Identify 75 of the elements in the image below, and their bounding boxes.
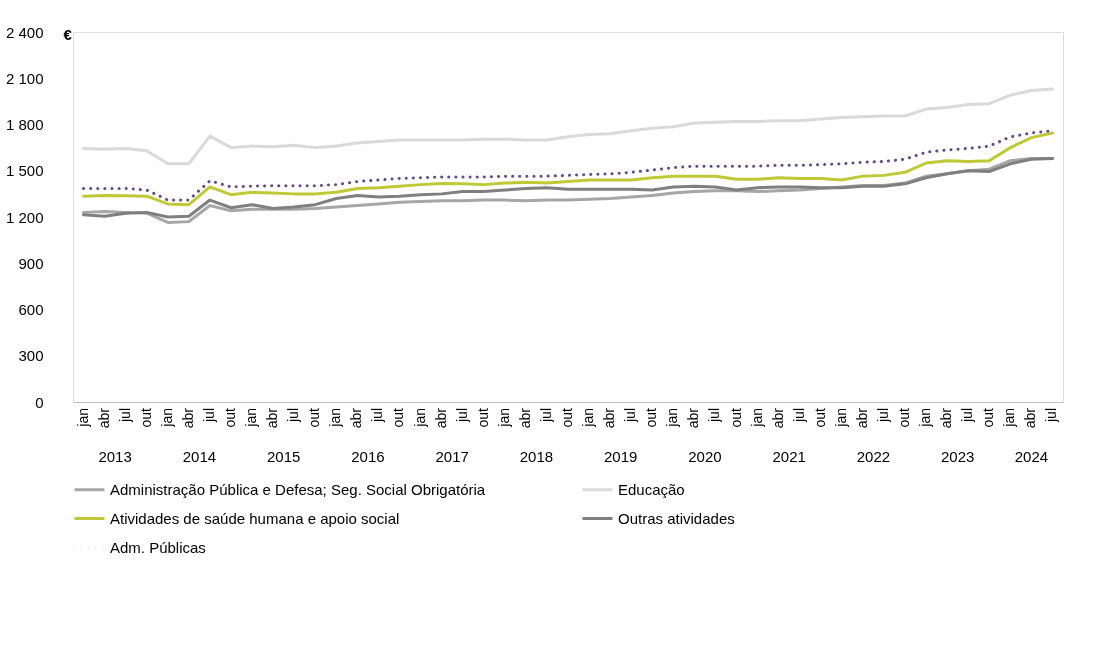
x-tick-label: out <box>980 407 997 428</box>
x-tick-label: out <box>137 407 154 428</box>
x-tick-label: jan <box>664 408 681 428</box>
x-tick-label: jan <box>158 408 175 428</box>
x-tick-label: out <box>559 407 575 428</box>
text: 2014 <box>182 448 217 465</box>
x-tick-label: abr <box>601 407 618 429</box>
y-tick-label: 1 200 <box>5 208 44 226</box>
x-tick-label: jul <box>790 408 807 424</box>
x-tick-label: abr <box>264 407 281 429</box>
x-tick-label: abr <box>432 407 449 429</box>
x-tick-label: out <box>221 407 238 428</box>
x-tick-label: jan <box>748 408 765 428</box>
x-tick-label: jan <box>243 408 260 428</box>
y-tick-label: 1 500 <box>5 162 44 180</box>
x-tick-label: jan <box>411 408 428 428</box>
x-tick-label: jan <box>832 408 849 428</box>
y-axis-title: € <box>63 25 73 43</box>
x-tick-label: out <box>727 407 744 428</box>
x-tick-label: jan <box>917 408 934 428</box>
text: 2023 <box>940 448 975 465</box>
x-tick-label: jan <box>495 408 512 428</box>
x-tick-label: jan <box>327 408 344 428</box>
y-tick-label: 2 100 <box>5 69 44 87</box>
x-tick-label: jul <box>959 408 976 424</box>
line-series <box>82 87 1054 166</box>
text: 2021 <box>772 448 806 465</box>
x-tick-label: abr <box>685 407 702 429</box>
x-tick-label: abr <box>348 407 365 429</box>
text: 2019 <box>603 448 638 465</box>
x-tick-label: jul <box>622 408 639 424</box>
y-tick-label: 0 <box>35 393 44 411</box>
x-tick-label: out <box>896 407 913 428</box>
x-tick-label: abr <box>853 407 870 429</box>
x-tick-label: abr <box>95 407 112 429</box>
y-tick-label: 300 <box>18 347 44 365</box>
x-tick-label: jul <box>453 408 470 424</box>
x-tick-label: out <box>811 407 828 428</box>
legend-label: Atividades de saúde humana e apoio social <box>110 509 400 527</box>
x-tick-label: abr <box>516 407 533 429</box>
text: 2017 <box>435 448 469 465</box>
text: 2013 <box>98 448 132 465</box>
text: 2015 <box>266 448 301 465</box>
x-tick-label: jul <box>706 408 723 424</box>
x-tick-label: jan <box>580 408 597 428</box>
x-tick-label: jul <box>1043 408 1060 424</box>
x-tick-label: jul <box>874 408 891 424</box>
y-tick-label: 2 400 <box>5 23 44 41</box>
legend-label: Outras atividades <box>618 509 735 527</box>
x-tick-label: jan <box>1001 408 1018 428</box>
x-tick-label: abr <box>769 407 786 429</box>
text: 2016 <box>351 448 385 465</box>
text: 2020 <box>688 448 722 465</box>
text: 2022 <box>856 448 891 465</box>
x-tick-label: jul <box>537 408 554 424</box>
y-tick-label: 900 <box>18 254 44 272</box>
y-tick-label: 600 <box>18 301 44 318</box>
x-tick-label: out <box>643 407 660 428</box>
text: 2018 <box>519 448 554 465</box>
legend-label: Administração Pública e Defesa; Seg. Social Obrigatória <box>110 480 486 498</box>
x-tick-label: abr <box>938 407 955 429</box>
x-tick-label: out <box>390 407 407 428</box>
x-tick-label: jul <box>116 408 133 424</box>
text: 2024 <box>1014 448 1049 465</box>
x-tick-label: jan <box>74 408 91 428</box>
x-tick-label: out <box>306 407 323 428</box>
legend-label: Educação <box>618 480 685 498</box>
x-tick-label: abr <box>1022 407 1039 429</box>
x-tick-label: out <box>474 407 491 428</box>
x-tick-label: abr <box>179 407 196 429</box>
x-tick-label: jul <box>200 408 217 424</box>
y-tick-label: 1 800 <box>5 116 44 133</box>
legend-label: Adm. Públicas <box>110 538 206 556</box>
x-tick-label: jul <box>369 408 386 424</box>
x-tick-label: jul <box>285 408 302 424</box>
